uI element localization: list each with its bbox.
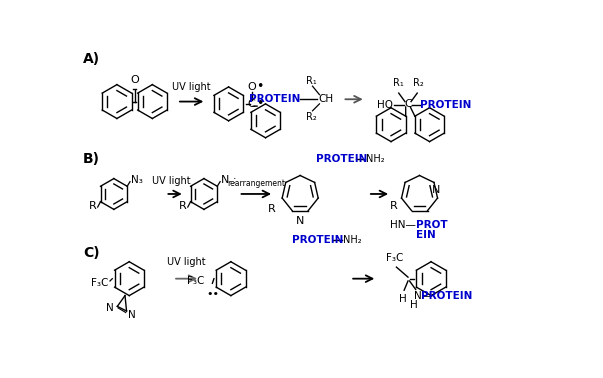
Text: PROTEIN: PROTEIN: [292, 235, 344, 245]
Text: PROT: PROT: [415, 220, 447, 230]
Text: N—: N—: [414, 291, 432, 301]
Text: UV light: UV light: [151, 176, 190, 186]
Text: N: N: [106, 303, 113, 313]
Text: O: O: [247, 82, 256, 92]
Text: R: R: [179, 200, 187, 211]
Text: EIN: EIN: [415, 230, 435, 240]
Text: •: •: [256, 80, 264, 93]
Text: C: C: [404, 99, 412, 109]
Text: B): B): [83, 152, 100, 166]
Text: CH: CH: [318, 94, 334, 104]
Text: PROTEIN: PROTEIN: [421, 291, 472, 301]
Text: UV light: UV light: [172, 82, 211, 91]
Text: R: R: [89, 200, 97, 211]
Text: F₃C: F₃C: [91, 277, 109, 288]
Text: HO: HO: [377, 101, 393, 110]
Text: PROTEIN: PROTEIN: [315, 154, 367, 164]
Text: O: O: [130, 75, 139, 85]
Text: N :: N :: [221, 175, 236, 185]
Text: PROTEIN: PROTEIN: [249, 94, 300, 104]
Text: R₁: R₁: [306, 76, 317, 86]
Text: F₃C: F₃C: [188, 276, 204, 286]
Text: HN—: HN—: [390, 220, 415, 230]
Text: NH₂: NH₂: [343, 235, 361, 245]
Text: R₁: R₁: [393, 79, 403, 88]
Text: R₂: R₂: [306, 112, 317, 122]
Text: H: H: [410, 300, 418, 310]
Text: N: N: [296, 215, 305, 226]
Text: H: H: [400, 294, 407, 304]
Text: •: •: [256, 97, 264, 110]
Text: NH₂: NH₂: [365, 154, 384, 164]
Text: N₃: N₃: [131, 175, 143, 185]
Text: ••: ••: [207, 289, 219, 299]
Text: PROTEIN: PROTEIN: [420, 101, 472, 110]
Text: R: R: [390, 201, 397, 211]
Text: C: C: [248, 99, 256, 109]
Text: R: R: [268, 204, 276, 214]
Text: F₃C: F₃C: [386, 253, 403, 263]
Text: R₂: R₂: [412, 79, 423, 88]
Text: C): C): [83, 246, 99, 260]
Text: rearrangement: rearrangement: [227, 179, 285, 188]
Text: A): A): [83, 51, 100, 65]
Text: UV light: UV light: [167, 257, 206, 267]
Text: N: N: [128, 310, 136, 320]
Text: N: N: [432, 185, 441, 195]
